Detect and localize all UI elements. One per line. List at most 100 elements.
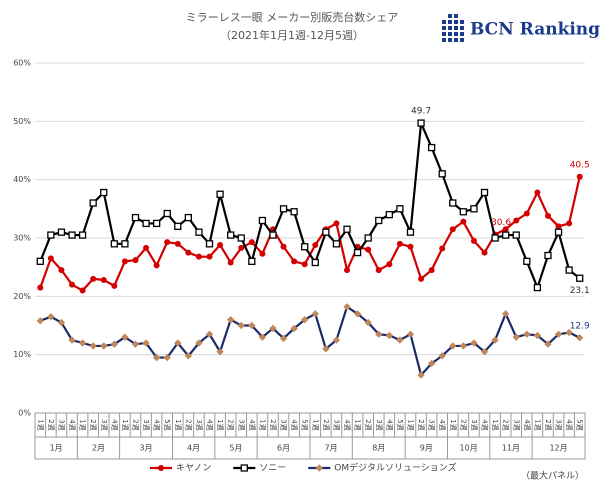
point [152,353,161,362]
point [248,321,256,330]
point [332,240,341,248]
point [513,217,520,224]
point [184,213,193,222]
x-tick-label: 4週 [481,419,490,430]
point [523,257,531,265]
point [491,234,499,242]
point [217,242,224,248]
point [406,330,415,338]
point [428,267,435,274]
x-tick-label: 2週 [502,419,511,430]
point [301,315,309,324]
point [100,277,107,283]
point [406,228,415,236]
x-tick-label: 3週 [332,419,341,430]
point [227,259,234,266]
x-tick-label: 1週 [406,419,415,430]
point [280,243,287,250]
point [100,342,108,350]
point [576,274,584,282]
note: （最大パネル） [521,470,584,482]
point [311,258,319,267]
x-tick-label: 3週 [512,419,521,430]
point [89,199,97,207]
x-tick-label: 4週 [290,419,299,430]
x-tick-label: 4週 [68,419,77,430]
point [195,339,203,347]
month-label: 7月 [325,444,338,453]
point [121,240,129,248]
point [216,348,224,356]
x-tick-label: 5週 [301,419,310,430]
point [312,242,319,248]
point [131,213,140,222]
point [163,209,171,218]
point [37,284,44,291]
point [237,321,245,330]
legend-marker [315,464,323,472]
x-tick-label: 5週 [163,419,172,430]
point [364,318,372,327]
point [396,240,403,247]
point [427,143,436,152]
x-tick-label: 4週 [248,419,257,430]
x-tick-label: 3週 [280,419,289,430]
point [174,240,181,247]
x-tick-label: 1週 [533,419,542,430]
x-tick-label: 4週 [343,419,352,430]
x-tick-label: 2週 [47,419,56,430]
point [544,251,552,260]
x-tick-label: 4週 [206,419,215,430]
point [290,324,298,333]
y-tick-label: 20% [13,292,31,301]
point [164,239,171,246]
month-label: 12月 [549,444,567,453]
x-tick-label: 4週 [438,419,447,430]
logo-icon [442,14,464,42]
point [449,226,456,233]
point [439,245,446,252]
x-tick-label: 1週 [79,419,88,430]
x-tick-label: 2週 [322,419,331,430]
point [427,359,436,368]
x-tick-label: 1週 [311,419,320,430]
x-tick-label: 2週 [544,419,553,430]
point [57,228,66,236]
x-tick-label: 2週 [417,419,426,430]
x-tick-label: 4週 [565,419,574,430]
point [353,310,362,318]
point [470,237,477,244]
point [205,330,214,338]
point [227,231,235,239]
chart-title: ミラーレス一眼 メーカー別販売台数シェア [186,10,399,24]
point [143,244,150,251]
point [480,188,489,197]
point [385,331,394,340]
point [470,205,478,213]
x-tick-label: 3週 [100,419,109,430]
point [248,257,256,265]
point [353,248,362,257]
legend-label: ソニー [259,464,286,474]
point [47,231,55,239]
x-tick-label: 3週 [57,419,66,430]
point [385,211,393,219]
point [174,222,182,230]
point [449,199,457,207]
series-line [39,305,581,378]
point [36,317,44,325]
point [332,336,341,344]
series-line [39,176,581,292]
point [523,330,531,338]
point [322,228,330,236]
point [163,353,171,362]
series-line [39,122,581,291]
logo-text: BCN Ranking [470,20,600,40]
point [142,339,150,347]
month-label: 10月 [460,444,478,453]
point [344,267,351,274]
point [417,119,425,127]
x-tick-label: 3週 [555,419,564,430]
point [544,212,551,219]
